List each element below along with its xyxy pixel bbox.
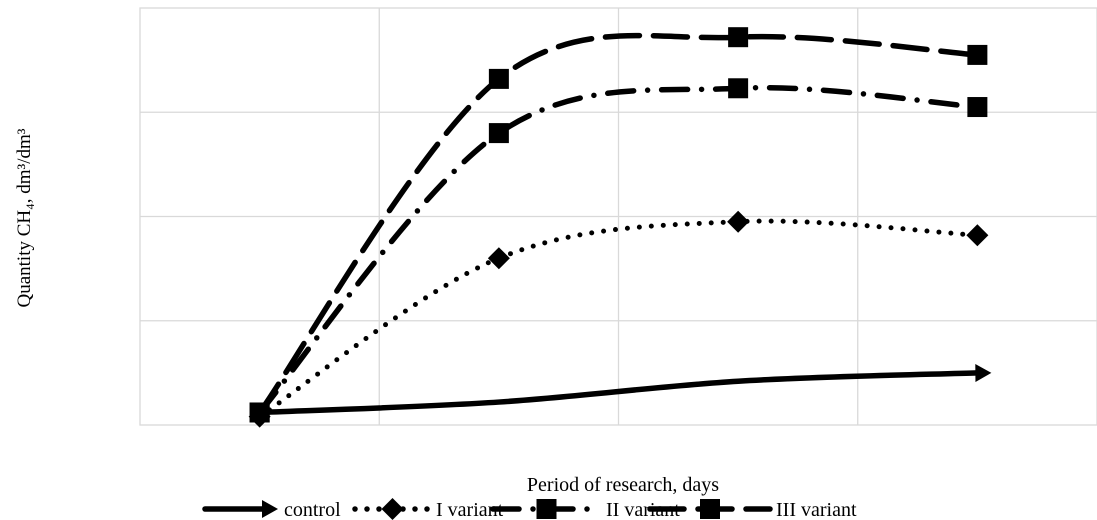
legend-item-iii-variant: III variant <box>647 499 857 520</box>
series-line <box>256 370 981 416</box>
legend: control I variant II variant III variant <box>202 498 857 520</box>
series-group <box>248 27 992 428</box>
grid <box>139 7 1097 426</box>
series-line <box>256 32 981 416</box>
legend-item-i-variant: I variant <box>352 498 504 520</box>
legend-item-ii-variant: II variant <box>490 499 680 520</box>
data-point-marker <box>488 68 509 89</box>
legend-swatch-marker <box>381 498 404 520</box>
legend-item-control: control <box>202 499 341 520</box>
data-point-marker <box>975 364 992 383</box>
data-point-marker <box>967 44 988 65</box>
x-axis-label: Period of research, days <box>527 474 719 496</box>
data-point-marker <box>728 78 749 99</box>
series-line <box>256 84 981 416</box>
series-iii-variant <box>249 27 988 423</box>
data-point-marker <box>487 247 510 270</box>
legend-label: control <box>284 499 341 520</box>
legend-label: I variant <box>436 499 504 520</box>
data-point-marker <box>967 97 988 118</box>
data-point-marker <box>249 402 270 423</box>
data-point-marker <box>727 210 750 233</box>
data-point-marker <box>728 27 749 48</box>
data-point-marker <box>488 123 509 144</box>
legend-label: III variant <box>776 499 857 520</box>
legend-swatch-marker <box>700 499 720 519</box>
series-line <box>257 218 980 420</box>
legend-swatch-marker <box>262 500 278 518</box>
series-control <box>256 364 992 416</box>
legend-swatch-marker <box>536 499 557 519</box>
y-axis-label: Quantity CH₄, dm³/dm³ <box>14 128 35 307</box>
legend-label: II variant <box>606 499 680 520</box>
data-point-marker <box>966 224 989 247</box>
